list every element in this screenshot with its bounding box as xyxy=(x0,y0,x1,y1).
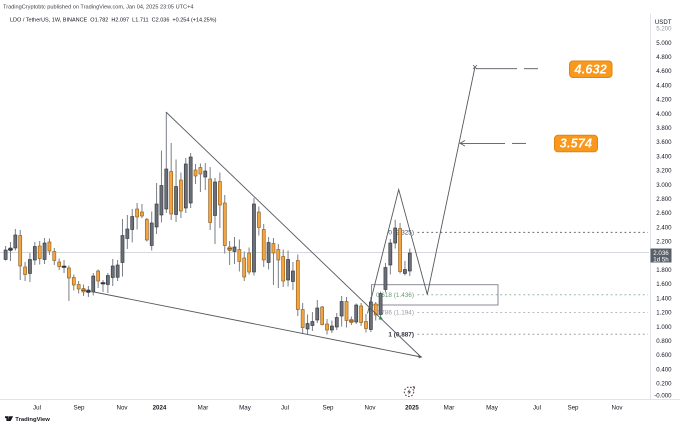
svg-text:Jul: Jul xyxy=(533,405,541,412)
svg-text:Jul: Jul xyxy=(281,405,289,412)
svg-text:5.200: 5.200 xyxy=(656,26,672,33)
svg-text:5.000: 5.000 xyxy=(656,40,672,47)
svg-text:1.600: 1.600 xyxy=(656,281,672,288)
svg-text:1.000: 1.000 xyxy=(656,324,672,331)
svg-text:0.618 (1.436): 0.618 (1.436) xyxy=(376,292,414,299)
svg-text:3.000: 3.000 xyxy=(656,182,672,189)
svg-text:3.200: 3.200 xyxy=(656,168,672,175)
svg-text:Mar: Mar xyxy=(198,405,209,412)
svg-text:May: May xyxy=(486,405,499,412)
svg-text:2.800: 2.800 xyxy=(656,196,672,203)
svg-text:4.000: 4.000 xyxy=(656,111,672,118)
svg-text:3.600: 3.600 xyxy=(656,139,672,146)
svg-text:TradingCryptobtc published on: TradingCryptobtc published on TradingVie… xyxy=(3,4,193,10)
svg-text:1.200: 1.200 xyxy=(656,310,672,317)
svg-text:TradingView: TradingView xyxy=(15,417,50,423)
svg-text:4.632: 4.632 xyxy=(573,62,607,76)
svg-text:2.600: 2.600 xyxy=(656,210,672,217)
svg-text:1d 5h: 1d 5h xyxy=(653,256,669,263)
svg-text:Jul: Jul xyxy=(33,405,41,412)
svg-text:1.800: 1.800 xyxy=(656,267,672,274)
svg-text:4.600: 4.600 xyxy=(656,68,672,75)
svg-text:4.800: 4.800 xyxy=(656,54,672,61)
svg-text:2024: 2024 xyxy=(153,405,167,412)
svg-text:0.800: 0.800 xyxy=(656,338,672,345)
svg-text:3.800: 3.800 xyxy=(656,125,672,132)
svg-text:Mar: Mar xyxy=(444,405,455,412)
svg-text:0.786 (1.194): 0.786 (1.194) xyxy=(376,310,414,317)
svg-text:2.036: 2.036 xyxy=(653,250,669,257)
svg-text:4.400: 4.400 xyxy=(656,82,672,89)
svg-text:2.400: 2.400 xyxy=(656,224,672,231)
svg-text:3.574: 3.574 xyxy=(560,137,593,151)
svg-text:0.400: 0.400 xyxy=(656,366,672,373)
svg-text:Nov: Nov xyxy=(364,405,376,412)
svg-text:LDO / TetherUS, 1W, BINANCE O: LDO / TetherUS, 1W, BINANCE O1.782 H2.09… xyxy=(10,17,217,23)
svg-text:USDT: USDT xyxy=(655,19,672,26)
svg-text:0.200: 0.200 xyxy=(656,381,672,388)
svg-text:Nov: Nov xyxy=(116,405,128,412)
svg-text:Sep: Sep xyxy=(322,405,334,412)
svg-text:0.600: 0.600 xyxy=(656,352,672,359)
svg-text:3.400: 3.400 xyxy=(656,153,672,160)
svg-text:Sep: Sep xyxy=(73,405,85,412)
svg-text:1.400: 1.400 xyxy=(656,295,672,302)
svg-text:2.200: 2.200 xyxy=(656,239,672,246)
svg-text:1 (0.887): 1 (0.887) xyxy=(388,332,414,339)
svg-text:Nov: Nov xyxy=(611,405,623,412)
svg-text:-0.000: -0.000 xyxy=(654,392,672,399)
svg-text:May: May xyxy=(239,405,252,412)
svg-text:4.200: 4.200 xyxy=(656,97,672,104)
svg-text:Sep: Sep xyxy=(567,405,579,412)
svg-text:2025: 2025 xyxy=(405,405,419,412)
